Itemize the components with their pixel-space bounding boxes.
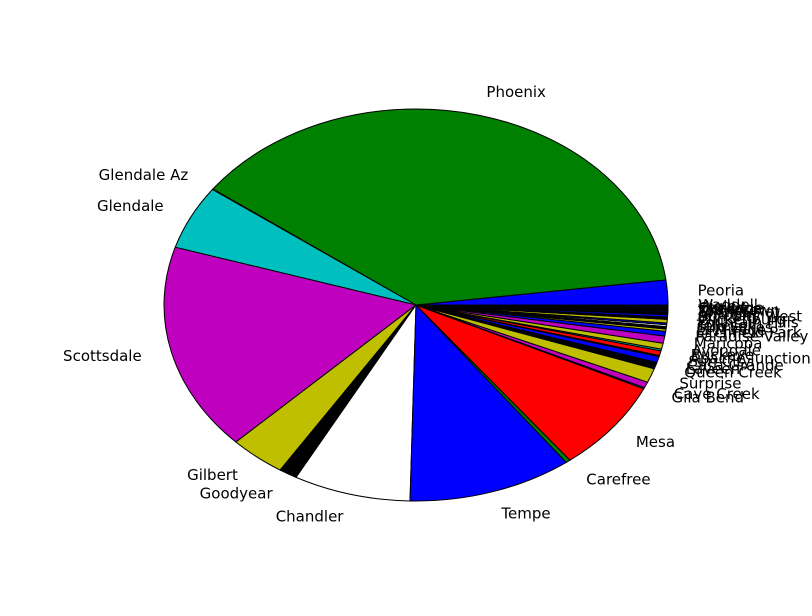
pie-label-buckeye: Buckeye bbox=[691, 346, 755, 364]
pie-label-gilbert: Gilbert bbox=[187, 466, 238, 484]
pie-label-fountain-hills: Fountain Hills bbox=[697, 314, 799, 332]
pie-label-tempe: Tempe bbox=[500, 505, 550, 523]
pie-slice-tempe bbox=[409, 304, 567, 502]
pie-label-gila-bend: Gila Bend bbox=[672, 389, 744, 407]
pie-label-wickenburg: Wickenburg bbox=[698, 310, 786, 328]
pie-label-laveen: Laveen bbox=[686, 360, 740, 378]
pie-label-youngtown: Youngtown bbox=[697, 302, 780, 320]
pie-slice-waddell bbox=[415, 304, 669, 307]
pie-label-litchfield-park: Litchfield Park bbox=[696, 324, 802, 342]
pie-label-goodyear: Goodyear bbox=[200, 485, 274, 503]
pie-label-apache-junction: Apache Junction bbox=[690, 349, 811, 367]
pie-label-tolleson: Tolleson bbox=[696, 317, 757, 335]
pie-label-sun-city: Sun City bbox=[688, 353, 751, 371]
pie-label-cave-creek: Cave Creek bbox=[674, 385, 760, 403]
pie-label-florence: Florence bbox=[698, 300, 762, 318]
pie-slice-phoenix bbox=[212, 108, 667, 306]
pie-label-paradise-valley: Paradise Valley bbox=[695, 328, 808, 346]
pie-label-surprise: Surprise bbox=[679, 374, 741, 392]
pie-label-glendale-az: Glendale Az bbox=[99, 166, 189, 184]
pie-label-queen-creek: Queen Creek bbox=[684, 364, 782, 382]
pie-label-sun-lakes: Sun Lakes bbox=[697, 319, 773, 337]
pie-label-peoria: Peoria bbox=[698, 281, 744, 299]
pie-label-tortilla-flat: Tortilla Flat bbox=[697, 303, 780, 321]
pie-label-chandler: Chandler bbox=[276, 508, 345, 526]
pie-slices bbox=[163, 108, 669, 502]
pie-label-avondale: Avondale bbox=[692, 342, 761, 360]
pie-label-waddell: Waddell bbox=[698, 296, 758, 314]
pie-label-phoenix: Phoenix bbox=[486, 83, 546, 101]
pie-label-carefree: Carefree bbox=[586, 471, 650, 489]
pie-label-coolidge: Coolidge bbox=[698, 299, 763, 317]
pie-label-anthem: Anthem bbox=[698, 305, 757, 323]
pie-slice-chandler bbox=[295, 304, 417, 502]
pie-labels: Peoria Phoenix Glendale Az Glendale Scottsda… bbox=[63, 83, 811, 526]
pie-label-higley: Higley bbox=[698, 298, 745, 316]
pie-label-el-mirage: El Mirage bbox=[696, 321, 766, 339]
pie-label-maricopa: Maricopa bbox=[694, 334, 763, 352]
pie-label-casa-grande: Casa Grande bbox=[687, 357, 784, 375]
pie-slice-scottsdale bbox=[163, 246, 417, 443]
pie-label-glendale: Glendale bbox=[97, 197, 164, 215]
pie-label-scottsdale: Scottsdale bbox=[63, 347, 142, 365]
pie-label-mesa: Mesa bbox=[636, 433, 675, 451]
pie-slice-mesa bbox=[415, 304, 645, 461]
pie-label-sun-city-west: Sun City West bbox=[698, 308, 802, 326]
